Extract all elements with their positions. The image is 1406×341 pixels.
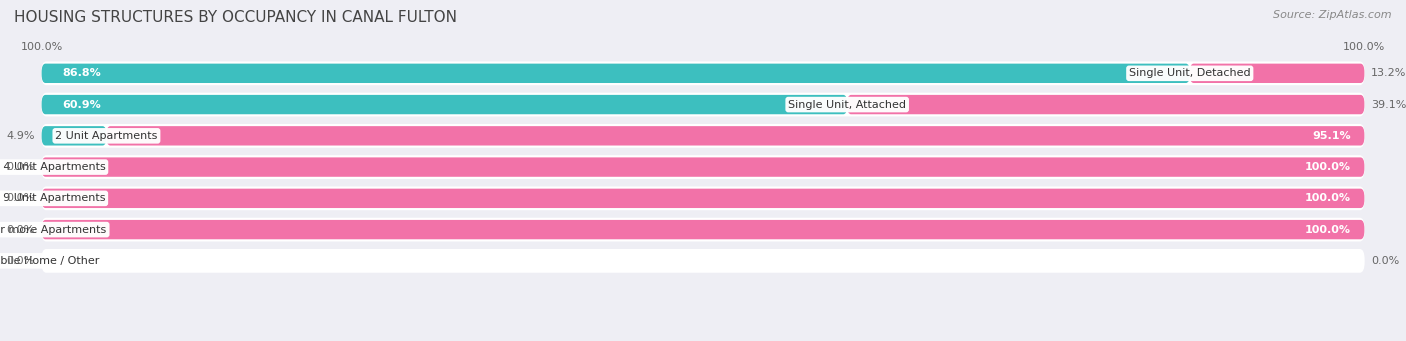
FancyBboxPatch shape [107,126,1364,146]
Text: Source: ZipAtlas.com: Source: ZipAtlas.com [1274,10,1392,20]
FancyBboxPatch shape [1189,64,1364,83]
Text: 0.0%: 0.0% [1371,256,1399,266]
FancyBboxPatch shape [42,158,1364,177]
Text: 95.1%: 95.1% [1312,131,1351,141]
Text: 100.0%: 100.0% [1343,42,1385,52]
FancyBboxPatch shape [41,93,1365,117]
FancyBboxPatch shape [848,95,1364,114]
FancyBboxPatch shape [41,155,1365,179]
Text: 5 to 9 Unit Apartments: 5 to 9 Unit Apartments [0,193,105,203]
Text: 2 Unit Apartments: 2 Unit Apartments [55,131,157,141]
Text: 10 or more Apartments: 10 or more Apartments [0,225,107,235]
Text: 0.0%: 0.0% [7,256,35,266]
Legend: Owner-occupied, Renter-occupied: Owner-occupied, Renter-occupied [576,337,830,341]
Text: 100.0%: 100.0% [1305,162,1351,172]
Text: 100.0%: 100.0% [1305,193,1351,203]
Text: 100.0%: 100.0% [21,42,63,52]
Text: 86.8%: 86.8% [62,68,101,78]
FancyBboxPatch shape [41,124,1365,148]
FancyBboxPatch shape [41,218,1365,241]
Text: 3 or 4 Unit Apartments: 3 or 4 Unit Apartments [0,162,105,172]
Text: 100.0%: 100.0% [1305,225,1351,235]
FancyBboxPatch shape [41,187,1365,210]
Text: 39.1%: 39.1% [1371,100,1406,109]
FancyBboxPatch shape [42,189,1364,208]
Text: 0.0%: 0.0% [7,193,35,203]
Text: 0.0%: 0.0% [7,162,35,172]
FancyBboxPatch shape [41,61,1365,85]
Text: Single Unit, Detached: Single Unit, Detached [1129,68,1250,78]
Text: Single Unit, Attached: Single Unit, Attached [789,100,907,109]
Text: 13.2%: 13.2% [1371,68,1406,78]
FancyBboxPatch shape [42,126,107,146]
FancyBboxPatch shape [42,64,1189,83]
Text: 60.9%: 60.9% [62,100,101,109]
FancyBboxPatch shape [42,220,1364,239]
FancyBboxPatch shape [42,95,848,114]
Text: 4.9%: 4.9% [6,131,35,141]
Text: 0.0%: 0.0% [7,225,35,235]
Text: Mobile Home / Other: Mobile Home / Other [0,256,100,266]
FancyBboxPatch shape [41,249,1365,273]
Text: HOUSING STRUCTURES BY OCCUPANCY IN CANAL FULTON: HOUSING STRUCTURES BY OCCUPANCY IN CANAL… [14,10,457,25]
